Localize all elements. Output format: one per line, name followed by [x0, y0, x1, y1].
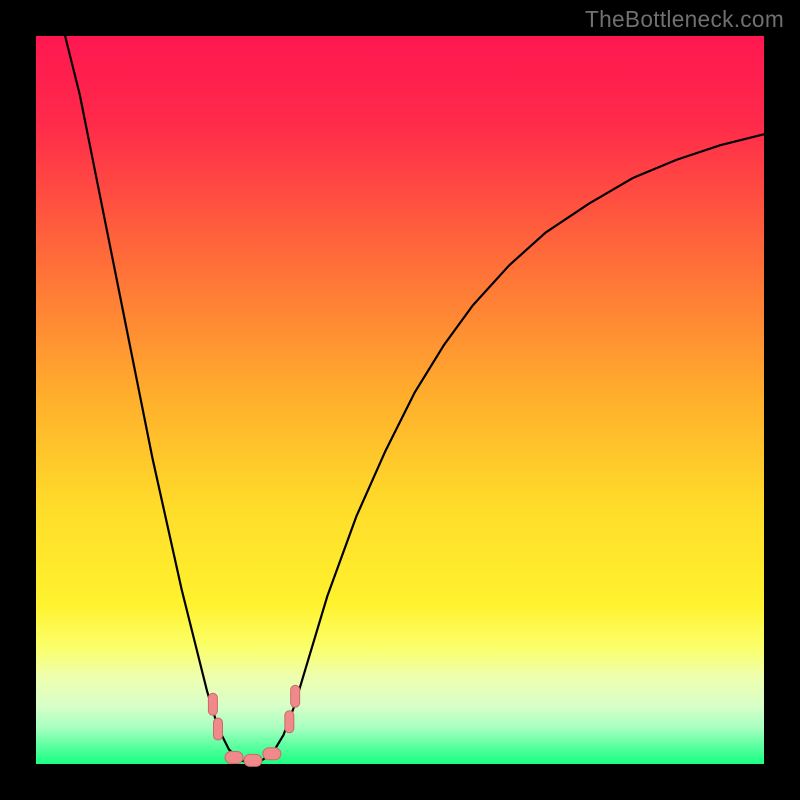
marker-point — [263, 748, 281, 760]
marker-point — [225, 751, 243, 763]
marker-point — [285, 711, 294, 733]
marker-point — [214, 718, 223, 740]
chart-svg — [0, 0, 800, 800]
watermark-text: TheBottleneck.com — [585, 6, 784, 33]
marker-point — [291, 685, 300, 707]
bottleneck-chart — [0, 0, 800, 800]
marker-point — [208, 693, 217, 715]
marker-point — [244, 754, 262, 766]
plot-background — [36, 36, 764, 764]
